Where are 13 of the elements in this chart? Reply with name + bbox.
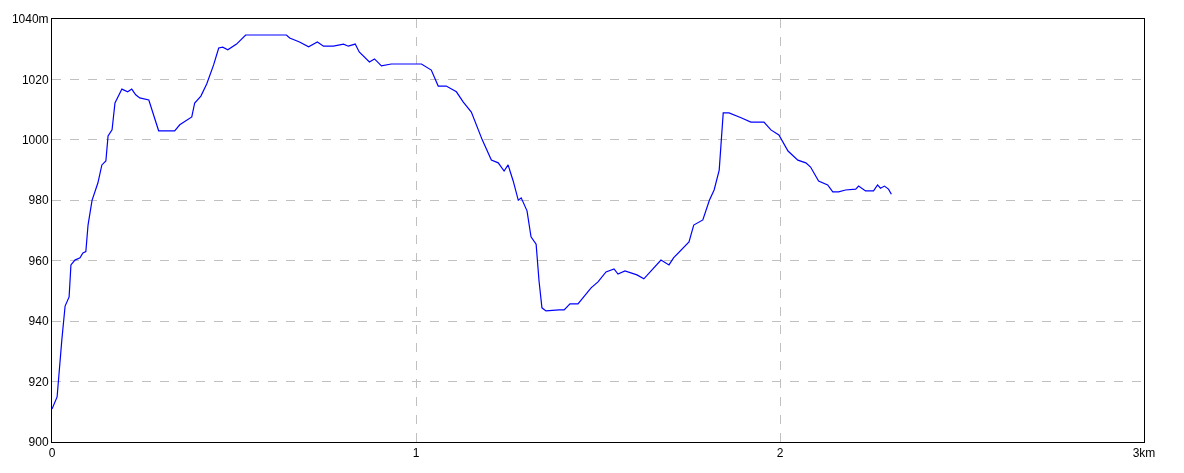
line-series bbox=[52, 34, 892, 410]
x-tick-label: 3km bbox=[1132, 446, 1156, 461]
y-tick-label: 1040m bbox=[11, 12, 49, 27]
y-tick-label: 900 bbox=[28, 435, 49, 450]
y-tick-label: 940 bbox=[28, 314, 49, 329]
x-tick-label: 1 bbox=[412, 446, 420, 461]
x-tick-label: 0 bbox=[48, 446, 56, 461]
y-tick-label: 980 bbox=[28, 193, 49, 208]
y-tick-label: 920 bbox=[28, 374, 49, 389]
y-tick-label: 960 bbox=[28, 253, 49, 268]
x-tick-label: 2 bbox=[776, 446, 784, 461]
y-tick-label: 1000 bbox=[21, 133, 49, 148]
y-tick-label: 1020 bbox=[21, 72, 49, 87]
